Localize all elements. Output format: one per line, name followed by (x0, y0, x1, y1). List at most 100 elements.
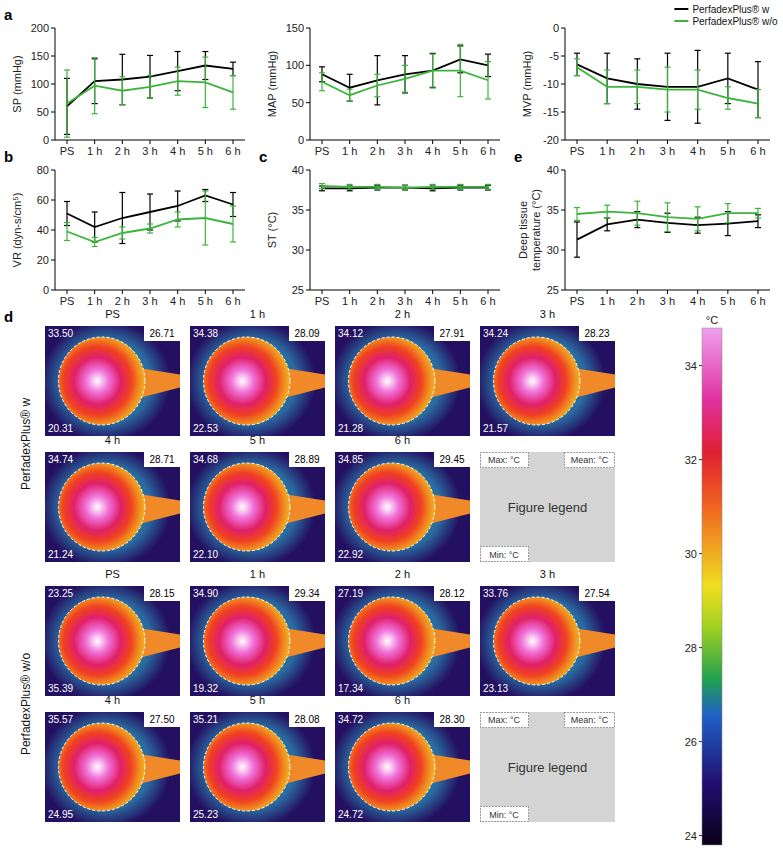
error-cap (347, 89, 353, 90)
y-axis-title: MVP (mmHg) (521, 51, 533, 117)
image-title: 6 h (395, 694, 410, 706)
series-line (577, 67, 758, 103)
y-tick (306, 28, 310, 29)
colorbar-tick (699, 647, 702, 648)
image-max: 23.25 (48, 588, 73, 599)
image-content (335, 326, 470, 436)
image-content (335, 586, 470, 696)
image-legend: Max: °CMean: °CFigure legendMin: °C (480, 452, 615, 562)
chart-panel: 020406080PS1 h2 h3 h4 h5 h6 hVR (dyn-s/c… (4, 148, 245, 307)
x-tick-label: 1 h (87, 145, 102, 157)
image-title: 6 h (395, 434, 410, 446)
error-cap (175, 211, 181, 212)
x-tick (697, 290, 698, 294)
colorbar-tick-label: 24 (685, 830, 697, 842)
x-tick-label: 5 h (720, 295, 735, 307)
panel-letter: d (4, 308, 13, 325)
y-tick (561, 112, 565, 113)
image-organ (59, 463, 145, 551)
x-tick (488, 290, 489, 294)
y-tick (51, 290, 55, 291)
thermal-image: 34.1227.9121.28 (331, 321, 470, 442)
x-tick-label: 1 h (342, 295, 357, 307)
error-cap (755, 117, 761, 118)
colorbar-tick-label: 30 (685, 548, 697, 560)
error-cap (457, 189, 463, 190)
panel-letter: b (4, 148, 13, 165)
y-tick-label: 25 (292, 284, 304, 296)
error-cap (665, 53, 671, 54)
mean-box (289, 712, 325, 727)
error-cap (485, 61, 491, 62)
y-tick-label: 35 (292, 204, 304, 216)
x-tick (233, 140, 234, 144)
y-tick (561, 210, 565, 211)
y-tick (306, 170, 310, 171)
image-organ (204, 723, 290, 811)
data-group (64, 190, 236, 247)
legend: PerfadexPlus® wPerfadexPlus® w/o (674, 4, 778, 27)
error-cap (347, 184, 353, 185)
y-tick-label: 40 (37, 224, 49, 236)
error-cap (725, 222, 731, 223)
y-tick (51, 140, 55, 141)
data-group (319, 184, 491, 191)
error-cap (430, 190, 436, 191)
error-cap (147, 75, 153, 76)
y-axis (310, 170, 311, 290)
error-cap (695, 69, 701, 70)
image-min: 22.53 (193, 423, 218, 434)
image-min: 17.34 (338, 683, 363, 694)
image-content (45, 586, 180, 696)
image-title: 5 h (250, 694, 265, 706)
error-cap (755, 227, 761, 228)
legend-swatch (674, 20, 688, 22)
roi-outline (59, 723, 145, 811)
mean-box (144, 452, 180, 467)
error-cap (402, 189, 408, 190)
image-min: 24.72 (338, 809, 363, 820)
image-min: 23.13 (483, 683, 508, 694)
error-cap (665, 232, 671, 233)
y-tick-label: 200 (31, 22, 49, 34)
x-tick (67, 290, 68, 294)
roi-outline (349, 337, 435, 425)
error-cap (402, 185, 408, 186)
y-tick (561, 250, 565, 251)
legend-min: Min: °C (489, 810, 519, 820)
error-cap (725, 109, 731, 110)
x-tick (177, 290, 178, 294)
chart-panel: -20-15-10-50PS1 h2 h3 h4 h5 h6 hMVP (mmH… (521, 22, 770, 157)
thermal-image: 23.2528.1535.39 (41, 581, 180, 702)
y-tick (306, 65, 310, 66)
image-content (190, 712, 325, 822)
error-cap (725, 203, 731, 204)
error-cap (457, 189, 463, 190)
y-tick-label: 0 (298, 134, 304, 146)
thermal-image: 33.5026.7120.31 (41, 321, 180, 442)
image-min: 21.28 (338, 423, 363, 434)
image-title: 2 h (395, 308, 410, 320)
x-tick-label: 4 h (425, 145, 440, 157)
x-tick (460, 290, 461, 294)
x-tick (577, 290, 578, 294)
x-tick-label: 2 h (115, 295, 130, 307)
y-tick-label: 60 (37, 194, 49, 206)
image-mean: 28.89 (294, 454, 319, 465)
error-cap (634, 69, 640, 70)
image-max: 34.68 (193, 454, 218, 465)
colorbar-tick (699, 365, 702, 366)
image-max: 34.24 (483, 328, 508, 339)
x-tick (432, 140, 433, 144)
y-tick (306, 250, 310, 251)
x-tick-label: 3 h (660, 145, 675, 157)
image-mean: 29.45 (439, 454, 464, 465)
data-group (574, 201, 761, 257)
error-cap (374, 96, 380, 97)
x-tick (67, 140, 68, 144)
error-cap (92, 246, 98, 247)
image-organ (204, 463, 290, 551)
error-cap (574, 257, 580, 258)
error-line (122, 54, 123, 104)
image-mean: 28.12 (439, 588, 464, 599)
